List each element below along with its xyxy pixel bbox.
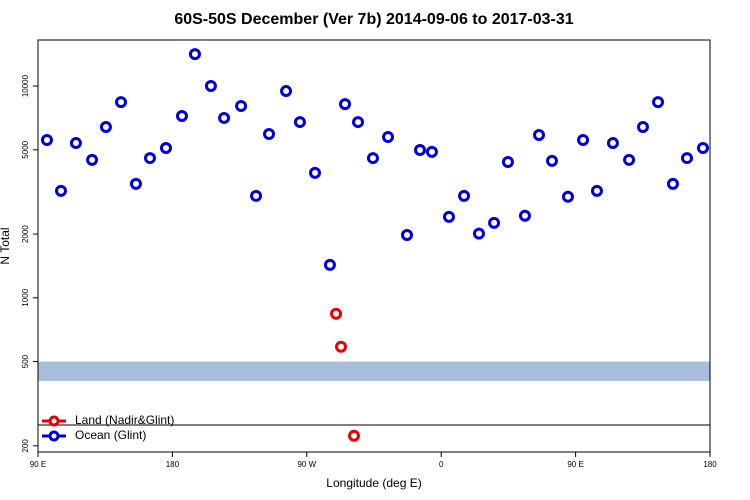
point [175,110,188,123]
point [323,258,336,271]
point [352,116,365,129]
point [144,152,156,165]
point [293,116,306,129]
y-tick-label: 10000 [21,74,30,97]
y-axis-label: N Total [0,227,12,264]
point [69,137,82,150]
point [366,152,379,165]
point [235,100,248,113]
y-tick-label: 1000 [21,288,30,306]
x-tick-label: 90 E [30,460,46,469]
point [666,177,679,190]
point [99,120,112,133]
point [218,111,231,124]
y-tick-label: 5000 [21,140,30,158]
y-tick-label: 200 [21,439,30,453]
point [263,127,276,140]
shaded-band [38,361,710,381]
point [561,190,574,203]
point [339,98,352,111]
point [488,216,501,229]
point [681,152,694,165]
point [472,227,485,240]
point [54,184,67,197]
x-tick-label: 180 [166,460,180,469]
point [401,228,414,241]
point [696,141,709,154]
point [115,96,128,109]
x-axis-label: Longitude (deg E) [326,476,421,490]
point [40,134,53,147]
point [129,177,142,190]
point [442,210,455,223]
legend-label: Land (Nadir&Glint) [75,413,174,427]
chart-title: 60S-50S December (Ver 7b) 2014-09-06 to … [174,11,573,28]
point [518,209,531,222]
point [204,80,217,93]
point [636,120,649,133]
point [606,137,619,150]
point [623,153,636,166]
legend-marker [48,415,60,427]
point [159,141,172,154]
y-tick-label: 2000 [21,225,30,243]
y-tick-label: 500 [21,354,30,368]
x-tick-label: 90 W [297,460,316,469]
point [347,429,360,442]
x-tick-label: 90 E [567,460,583,469]
x-tick-label: 180 [703,460,717,469]
point [458,189,471,202]
point [546,154,559,167]
point [280,85,293,98]
x-tick-label: 0 [439,460,444,469]
point [382,130,395,143]
legend-label: Ocean (Glint) [75,428,146,442]
legend-marker [48,430,60,442]
point [188,48,201,61]
point [590,184,603,197]
point [413,143,426,156]
point [533,129,546,142]
point [652,96,665,109]
plot-frame [37,39,711,453]
point [425,145,438,158]
point [309,166,322,179]
point [501,155,514,168]
point [334,340,347,353]
point [86,153,99,166]
point [250,189,263,202]
point [577,134,590,147]
point [330,307,343,320]
